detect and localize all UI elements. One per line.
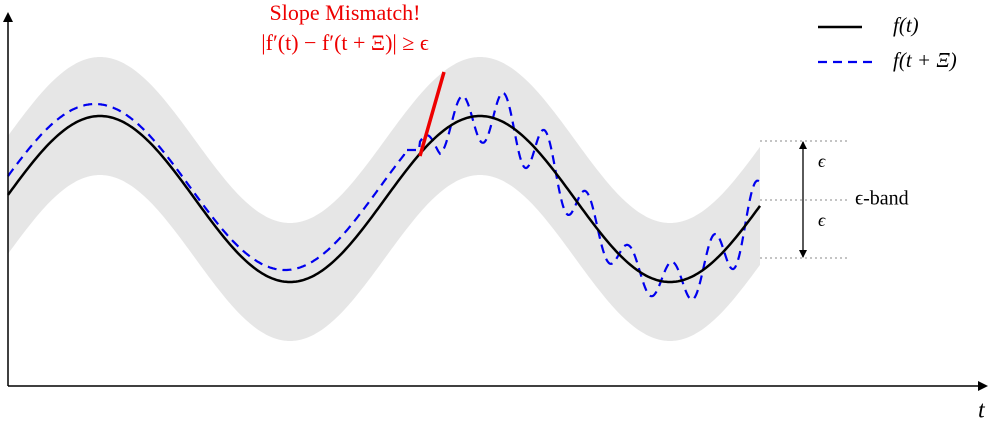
- base-curve: [6, 114, 762, 284]
- epsilon-label: ϵ: [818, 210, 826, 230]
- annotation-formula: |f′(t) − f′(t + Ξ)| ≥ ϵ: [261, 30, 429, 55]
- annotation-title: Slope Mismatch!: [270, 0, 421, 25]
- band-guides: [760, 140, 848, 259]
- x-axis-label: t: [978, 398, 986, 424]
- band-label: ϵ-band: [855, 188, 909, 210]
- legend-label: f(t + Ξ): [893, 48, 957, 72]
- slope-line: [418, 71, 446, 157]
- epsilon-label: ϵ: [818, 151, 826, 171]
- legend-label: f(t): [893, 13, 919, 37]
- shifted-curve: [7, 91, 761, 301]
